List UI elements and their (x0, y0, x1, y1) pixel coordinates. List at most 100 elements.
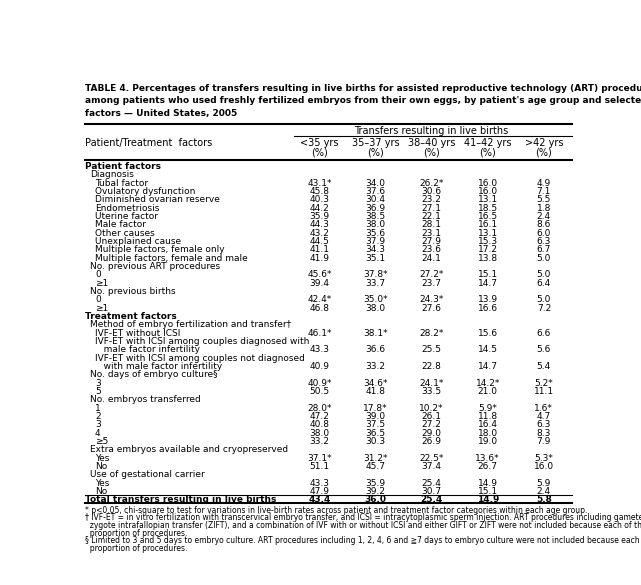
Text: (%): (%) (311, 147, 328, 158)
Text: 43.3: 43.3 (310, 345, 329, 355)
Text: 4.9: 4.9 (537, 179, 551, 188)
Text: 5.9: 5.9 (537, 479, 551, 488)
Text: IVF-ET with ICSI among couples diagnosed with: IVF-ET with ICSI among couples diagnosed… (95, 337, 310, 346)
Text: 47.9: 47.9 (310, 487, 329, 496)
Text: 14.2*: 14.2* (476, 378, 500, 388)
Text: among patients who used freshly fertilized embryos from their own eggs, by patie: among patients who used freshly fertiliz… (85, 97, 641, 105)
Text: Use of gestational carrier: Use of gestational carrier (90, 470, 205, 480)
Text: 26.9: 26.9 (422, 437, 442, 446)
Text: 39.4: 39.4 (310, 279, 329, 288)
Text: 14.9: 14.9 (476, 495, 499, 504)
Text: 44.5: 44.5 (310, 237, 329, 246)
Text: † IVF-ET = in vitro fertilization with transcervical embryo transfer, and ICSI =: † IVF-ET = in vitro fertilization with t… (85, 513, 641, 522)
Text: 33.2: 33.2 (310, 437, 329, 446)
Text: 38–40 yrs: 38–40 yrs (408, 138, 455, 148)
Text: 7.1: 7.1 (537, 187, 551, 196)
Text: 37.6: 37.6 (365, 187, 385, 196)
Text: 28.1: 28.1 (422, 221, 442, 229)
Text: 33.5: 33.5 (422, 387, 442, 396)
Text: 23.6: 23.6 (422, 246, 442, 254)
Text: 5.4: 5.4 (537, 362, 551, 371)
Text: 27.2*: 27.2* (419, 270, 444, 280)
Text: 38.5: 38.5 (365, 212, 385, 221)
Text: Male factor: Male factor (95, 221, 146, 229)
Text: Yes: Yes (95, 454, 110, 463)
Text: 18.5: 18.5 (478, 204, 498, 213)
Text: 38.0: 38.0 (365, 221, 385, 229)
Text: 19.0: 19.0 (478, 437, 498, 446)
Text: 13.1: 13.1 (478, 229, 498, 238)
Text: 38.1*: 38.1* (363, 329, 388, 338)
Text: 6.6: 6.6 (537, 329, 551, 338)
Text: 16.1: 16.1 (478, 221, 498, 229)
Text: No: No (95, 487, 107, 496)
Text: 27.9: 27.9 (422, 237, 442, 246)
Text: Yes: Yes (95, 479, 110, 488)
Text: 30.6: 30.6 (422, 187, 442, 196)
Text: 26.1: 26.1 (422, 412, 442, 421)
Text: 33.2: 33.2 (365, 362, 385, 371)
Text: 3: 3 (95, 421, 101, 429)
Text: 35.0*: 35.0* (363, 295, 388, 304)
Text: 30.3: 30.3 (365, 437, 385, 446)
Text: IVF-ET without ICSI: IVF-ET without ICSI (95, 329, 180, 338)
Text: 6.3: 6.3 (537, 237, 551, 246)
Text: TABLE 4. Percentages of transfers resulting in live births for assisted reproduc: TABLE 4. Percentages of transfers result… (85, 84, 641, 92)
Text: 8.3: 8.3 (537, 429, 551, 438)
Text: 40.9*: 40.9* (307, 378, 331, 388)
Text: 30.4: 30.4 (365, 195, 385, 204)
Text: 39.0: 39.0 (365, 412, 385, 421)
Text: 28.2*: 28.2* (419, 329, 444, 338)
Text: 27.6: 27.6 (422, 304, 442, 313)
Text: 50.5: 50.5 (309, 387, 329, 396)
Text: 5.0: 5.0 (537, 295, 551, 304)
Text: 13.8: 13.8 (478, 254, 498, 263)
Text: 17.2: 17.2 (478, 246, 497, 254)
Text: 15.1: 15.1 (478, 270, 498, 280)
Text: <35 yrs: <35 yrs (300, 138, 338, 148)
Text: 14.7: 14.7 (478, 362, 497, 371)
Text: 23.1: 23.1 (422, 229, 442, 238)
Text: ≥1: ≥1 (95, 304, 108, 313)
Text: 1.8: 1.8 (537, 204, 551, 213)
Text: 22.1: 22.1 (422, 212, 442, 221)
Text: 16.0: 16.0 (478, 179, 498, 188)
Text: 3: 3 (95, 378, 101, 388)
Text: 15.1: 15.1 (478, 487, 498, 496)
Text: 5.0: 5.0 (537, 254, 551, 263)
Text: 38.0: 38.0 (365, 304, 385, 313)
Text: 46.1*: 46.1* (307, 329, 331, 338)
Text: (%): (%) (535, 147, 553, 158)
Text: 36.9: 36.9 (365, 204, 385, 213)
Text: 5.6: 5.6 (537, 345, 551, 355)
Text: 42.4*: 42.4* (307, 295, 331, 304)
Text: 34.3: 34.3 (365, 246, 385, 254)
Text: proportion of procedures.: proportion of procedures. (85, 544, 187, 553)
Text: Extra embryos available and cryopreserved: Extra embryos available and cryopreserve… (90, 445, 288, 455)
Text: 46.8: 46.8 (310, 304, 329, 313)
Text: 17.8*: 17.8* (363, 404, 388, 413)
Text: 24.1*: 24.1* (419, 378, 444, 388)
Text: 39.2: 39.2 (365, 487, 385, 496)
Text: 25.5: 25.5 (422, 345, 442, 355)
Text: 5.2*: 5.2* (535, 378, 553, 388)
Text: Multiple factors, female only: Multiple factors, female only (95, 246, 224, 254)
Text: 37.5: 37.5 (365, 421, 385, 429)
Text: 13.1: 13.1 (478, 195, 498, 204)
Text: Diagnosis: Diagnosis (90, 170, 134, 180)
Text: 44.2: 44.2 (310, 204, 329, 213)
Text: 0: 0 (95, 270, 101, 280)
Text: 43.3: 43.3 (310, 479, 329, 488)
Text: factors — United States, 2005: factors — United States, 2005 (85, 109, 237, 118)
Text: 34.0: 34.0 (365, 179, 385, 188)
Text: 40.3: 40.3 (310, 195, 329, 204)
Text: 5.5: 5.5 (537, 195, 551, 204)
Text: 23.2: 23.2 (422, 195, 442, 204)
Text: 26.2*: 26.2* (419, 179, 444, 188)
Text: 35.1: 35.1 (365, 254, 385, 263)
Text: 43.4: 43.4 (308, 495, 331, 504)
Text: 45.7: 45.7 (365, 462, 385, 471)
Text: No. embryos transferred: No. embryos transferred (90, 395, 201, 404)
Text: 25.4: 25.4 (420, 495, 443, 504)
Text: Unexplained cause: Unexplained cause (95, 237, 181, 246)
